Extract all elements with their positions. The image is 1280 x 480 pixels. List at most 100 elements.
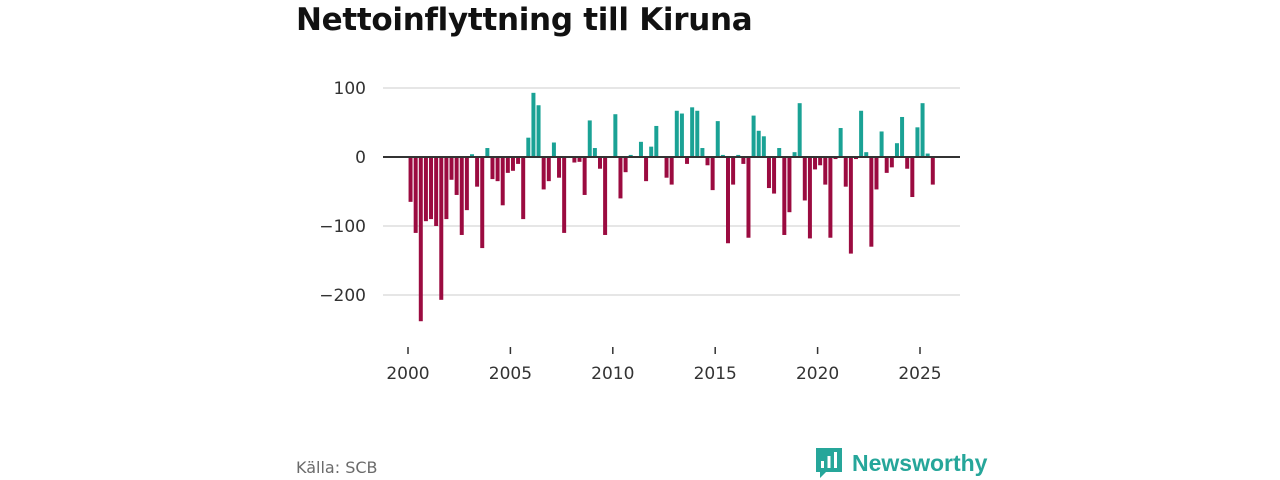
bar xyxy=(777,148,782,157)
bar xyxy=(454,157,459,195)
bar xyxy=(823,157,828,185)
bar xyxy=(485,148,490,157)
gridlines xyxy=(383,87,960,296)
bar xyxy=(429,157,434,220)
bar xyxy=(480,157,485,249)
bar xyxy=(577,157,582,162)
bar xyxy=(510,157,515,171)
bar xyxy=(766,157,771,189)
bar xyxy=(710,157,715,191)
bar xyxy=(557,157,562,178)
bar xyxy=(797,103,802,157)
bar xyxy=(818,157,823,166)
bar xyxy=(930,157,935,185)
bar xyxy=(418,157,423,322)
bar xyxy=(603,157,608,235)
bar xyxy=(731,157,736,185)
bar xyxy=(444,157,449,220)
bar xyxy=(905,157,910,169)
bar xyxy=(587,120,592,157)
bar xyxy=(628,154,633,157)
bar xyxy=(669,157,674,185)
bar xyxy=(598,157,602,169)
bar xyxy=(700,148,705,157)
x-tick-label: 2025 xyxy=(898,364,941,384)
bar xyxy=(572,157,577,163)
brand-name: Newsworthy xyxy=(852,449,988,476)
bar xyxy=(900,116,905,157)
x-tick-label: 2010 xyxy=(591,364,634,384)
x-tick-label: 2005 xyxy=(489,364,532,384)
bar xyxy=(848,157,853,254)
bar xyxy=(470,154,474,157)
bar xyxy=(644,157,649,182)
bar xyxy=(531,92,536,157)
bar xyxy=(408,157,413,202)
bar xyxy=(894,143,899,157)
bar xyxy=(685,157,690,164)
y-tick-label: 100 xyxy=(334,79,366,99)
bar xyxy=(792,152,797,157)
bar xyxy=(864,152,869,157)
bar xyxy=(695,110,700,157)
bar xyxy=(690,107,695,157)
bar xyxy=(879,131,884,157)
bar xyxy=(833,157,838,160)
bar xyxy=(475,157,480,187)
bar xyxy=(536,105,541,157)
brand-logo[interactable]: Newsworthy xyxy=(814,446,987,480)
bar xyxy=(674,110,679,157)
newsworthy-logo-icon xyxy=(816,448,842,478)
bar xyxy=(925,153,930,157)
bar xyxy=(854,157,858,160)
y-tick-label: −100 xyxy=(319,217,366,237)
bar xyxy=(838,128,843,157)
bars xyxy=(408,92,935,322)
bar xyxy=(464,157,469,211)
bar xyxy=(715,121,720,157)
bar xyxy=(449,157,454,180)
bar xyxy=(490,157,495,180)
bar xyxy=(623,157,628,173)
bar xyxy=(828,157,833,238)
bar xyxy=(920,103,925,157)
bar xyxy=(413,157,418,233)
bar xyxy=(546,157,551,182)
x-axis-ticks: 2000 2005 2010 2015 2020 2025 xyxy=(386,347,942,384)
bar xyxy=(541,157,546,190)
bar xyxy=(726,157,730,244)
bar xyxy=(756,130,761,157)
bar xyxy=(500,157,505,206)
bar xyxy=(772,157,777,194)
y-tick-label: −200 xyxy=(319,286,366,306)
bar xyxy=(423,157,428,222)
bar xyxy=(649,146,654,157)
bar xyxy=(592,148,597,157)
bar xyxy=(761,136,766,157)
y-tick-label: 0 xyxy=(355,148,366,168)
bar xyxy=(736,154,741,157)
bar xyxy=(889,157,894,168)
chart-title: Nettoinflyttning till Kiruna xyxy=(296,2,753,38)
bar xyxy=(874,157,879,190)
bar xyxy=(787,157,792,213)
bar xyxy=(664,157,669,178)
x-tick-label: 2020 xyxy=(796,364,839,384)
bar xyxy=(434,157,439,226)
bar xyxy=(459,157,464,235)
x-tick-label: 2015 xyxy=(694,364,737,384)
source-label: Källa: SCB xyxy=(296,458,378,477)
bar xyxy=(915,127,920,157)
bar xyxy=(802,157,807,201)
bar xyxy=(638,141,643,157)
bar xyxy=(869,157,874,247)
bar xyxy=(439,157,444,300)
bar xyxy=(551,142,556,157)
bar xyxy=(746,157,751,238)
bar xyxy=(679,113,684,157)
bar xyxy=(526,137,531,157)
bar xyxy=(910,157,915,198)
bar xyxy=(613,114,618,157)
bar xyxy=(618,157,623,199)
